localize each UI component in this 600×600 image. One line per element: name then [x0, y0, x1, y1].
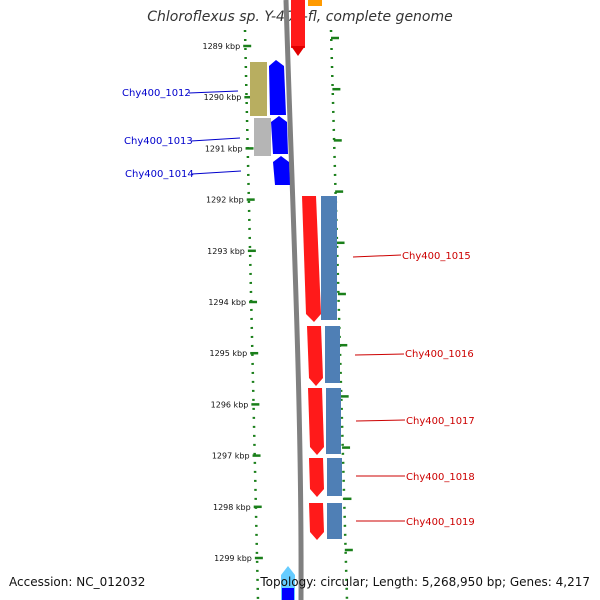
- tick-label: 1297 kbp: [212, 452, 250, 461]
- tick-label: 1294 kbp: [208, 298, 246, 307]
- gene-label-1014[interactable]: Chy400_1014: [125, 169, 194, 180]
- gene-label-1019[interactable]: Chy400_1019: [406, 517, 475, 528]
- gene-label-1018[interactable]: Chy400_1018: [406, 472, 475, 483]
- gene-red-1018[interactable]: [309, 458, 324, 497]
- gene-label-1015[interactable]: Chy400_1015: [402, 251, 471, 262]
- tick-label: 1292 kbp: [206, 196, 244, 205]
- gene-blue-1013[interactable]: [271, 116, 288, 154]
- tick-label: 1296 kbp: [211, 400, 249, 409]
- gene-red-1017[interactable]: [308, 388, 324, 455]
- tick-label: 1290 kbp: [204, 93, 242, 102]
- genome-summary-text: Topology: circular; Length: 5,268,950 bp…: [260, 575, 590, 589]
- gene-red-1019[interactable]: [309, 503, 324, 540]
- gene-label-1013[interactable]: Chy400_1013: [124, 136, 193, 147]
- tick-label: 1293 kbp: [207, 247, 245, 256]
- gene-red-1016[interactable]: [307, 326, 323, 386]
- genome-backbone: [283, 0, 304, 600]
- major-ticks: [243, 36, 353, 560]
- gene-steel-1015[interactable]: [321, 196, 337, 320]
- gene-blue-1012[interactable]: [269, 60, 286, 115]
- gene-blue-1014[interactable]: [273, 156, 290, 185]
- tick-labels: 1289 kbp 1290 kbp 1291 kbp 1292 kbp 1293 kbp…: [202, 42, 251, 563]
- label-leader-lines: [188, 90, 406, 522]
- gene-grey[interactable]: [254, 118, 271, 156]
- gene-steel-1016[interactable]: [325, 326, 340, 383]
- gene-top-red-arrow: [291, 46, 305, 56]
- gene-red-1015[interactable]: [302, 196, 321, 322]
- tick-label: 1295 kbp: [210, 349, 248, 358]
- gene-bottom-blue[interactable]: [282, 588, 294, 600]
- gene-label-1016[interactable]: Chy400_1016: [405, 349, 474, 360]
- gene-top-orange[interactable]: [308, 0, 322, 6]
- gene-steel-1019[interactable]: [327, 503, 342, 539]
- tick-label: 1291 kbp: [205, 144, 243, 153]
- gene-steel-1018[interactable]: [327, 458, 342, 496]
- tick-label: 1299 kbp: [214, 554, 252, 563]
- gene-label-1012[interactable]: Chy400_1012: [122, 88, 191, 99]
- gene-label-1017[interactable]: Chy400_1017: [406, 416, 475, 427]
- gene-top-red[interactable]: [291, 0, 305, 48]
- gene-steel-1017[interactable]: [326, 388, 341, 454]
- tick-label: 1289 kbp: [202, 42, 240, 51]
- tick-label: 1298 kbp: [213, 503, 251, 512]
- accession-text: Accession: NC_012032: [9, 575, 146, 589]
- gene-olive[interactable]: [250, 62, 267, 116]
